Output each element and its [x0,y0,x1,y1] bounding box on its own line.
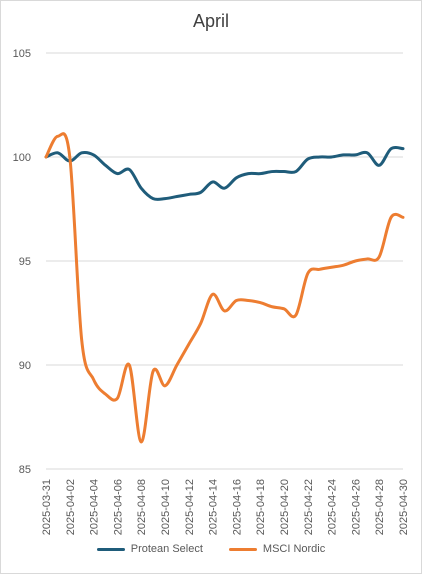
x-tick-label: 2025-04-08 [136,479,148,535]
x-tick-label: 2025-04-20 [279,479,291,535]
chart-title: April [192,11,229,31]
x-tick-label: 2025-04-12 [184,479,196,535]
legend: Protean Select MSCI Nordic [1,543,421,555]
legend-item-protean-select: Protean Select [96,543,203,555]
legend-label-msci-nordic: MSCI Nordic [262,543,326,555]
x-tick-label: 2025-04-10 [160,479,172,535]
legend-swatch-msci-nordic [228,547,257,551]
x-axis-ticks: 2025-03-31 2025-04-02 2025-04-04 2025-04-06… [41,479,410,535]
y-axis-ticks: 85 90 95 100 105 [13,48,31,476]
x-tick-label: 2025-04-24 [327,479,339,535]
legend-label-protean-select: Protean Select [130,543,203,555]
series-lines [44,132,405,444]
series-line-msci-nordic [44,132,405,444]
legend-swatch-protean-select [96,547,125,551]
x-tick-label: 2025-04-30 [398,479,410,535]
x-tick-label: 2025-04-26 [350,479,362,535]
y-tick-label: 95 [19,256,31,268]
x-tick-label: 2025-03-31 [41,479,53,535]
x-tick-label: 2025-04-06 [112,479,124,535]
x-tick-label: 2025-04-14 [208,479,220,535]
x-tick-label: 2025-04-22 [303,479,315,535]
gridlines [46,52,403,470]
x-tick-label: 2025-04-02 [65,479,77,535]
legend-item-msci-nordic: MSCI Nordic [228,543,326,555]
series-line-protean-select [44,145,405,201]
y-tick-label: 85 [19,464,31,476]
y-tick-label: 100 [13,152,31,164]
x-tick-label: 2025-04-04 [89,479,101,535]
x-tick-label: 2025-04-16 [231,479,243,535]
y-tick-label: 90 [19,360,31,372]
x-tick-label: 2025-04-18 [255,479,267,535]
x-tick-label: 2025-04-28 [374,479,386,535]
y-tick-label: 105 [13,48,31,60]
